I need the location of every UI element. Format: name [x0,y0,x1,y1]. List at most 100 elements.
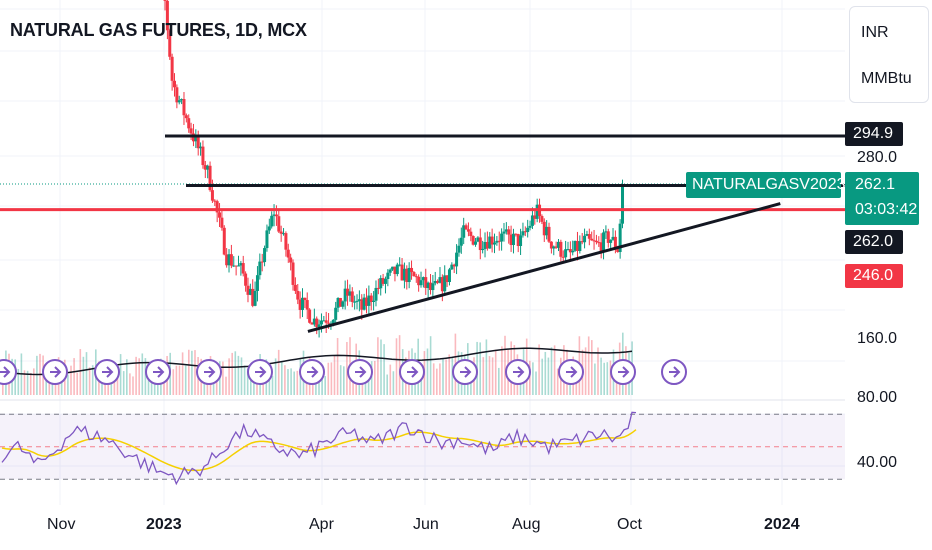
volume-bar [333,355,336,395]
volume-bar [277,349,280,395]
candle-body [474,241,478,245]
candle-body [244,273,248,286]
candle-body [232,265,236,267]
candle-body [215,201,219,213]
candle-body [338,297,342,307]
volume-bar [544,351,547,395]
candle-body [410,267,414,273]
candle-body [568,249,572,253]
candle-body [502,231,506,234]
volume-bar [436,368,438,395]
candle-body [455,252,459,267]
volume-bar [132,376,134,395]
volume-bar [284,365,286,395]
candle-body [395,264,399,275]
candle-body [530,215,534,226]
last-price-tag[interactable]: 262.1 03:03:42 [845,172,919,225]
volume-bar [191,350,193,395]
candle-body [291,262,295,285]
candle-body [609,239,613,243]
candle-body [466,229,470,232]
event-arrow-icon [460,366,472,378]
price-label-160: 160.0 [857,330,898,348]
candle-body [208,165,212,191]
volume-bar [150,374,153,395]
candle-body [199,146,203,149]
candle-body [289,257,293,263]
candle-body [270,215,274,227]
volume-bar [290,368,292,395]
candle-body [533,215,537,219]
candle-body [393,266,397,275]
candle-body [421,277,425,281]
candle-body [587,234,591,239]
candle-body [175,87,179,103]
unit-selector[interactable]: INR MMBtu [849,6,929,103]
volume-bar [141,353,144,395]
volume-bar [488,356,491,395]
event-arrow-icon [407,366,419,378]
price-tag-246[interactable]: 246.0 [845,264,903,288]
candle-body [412,272,416,277]
candle-body [578,241,582,252]
candle-body [293,284,297,291]
candle-body [196,135,200,149]
candle-body [613,236,617,249]
volume-bar [17,368,20,395]
candle-body [495,240,499,243]
event-arrow-icon [355,366,367,378]
candle-body [248,288,252,295]
candle-body [331,319,335,324]
volume-bar [147,376,150,395]
price-tag-262[interactable]: 262.0 [845,230,903,254]
candle-body [597,242,601,244]
volume-bar [389,364,392,395]
candle-body [445,275,449,283]
candle-body [433,280,437,284]
candle-body [322,320,326,322]
candle-body [594,240,598,243]
volume-bar [383,344,385,395]
volume-bar [231,352,233,395]
candle-body [227,254,231,266]
candle-body [516,234,520,247]
volume-bar [327,362,330,395]
drawing-lines[interactable] [0,134,845,333]
volume-bar [70,365,72,395]
candle-body [360,299,364,310]
candle-body [236,265,240,267]
candle-body [319,320,323,325]
candle-body [388,269,392,273]
candle-body [348,291,352,296]
candle-body [583,235,587,243]
symbol-price-label: NATURALGASV2023 [686,172,846,198]
price-tag-294[interactable]: 294.9 [845,122,903,146]
candle-body [277,216,281,232]
candle-body [507,229,511,235]
time-label-oct: Oct [617,516,642,533]
volume-bar [485,339,488,395]
candle-body [383,279,387,284]
candle-body [303,297,307,301]
volume-bar [88,367,91,395]
candle-body [324,320,328,323]
volume-bar [429,336,432,395]
volume-bar [79,349,82,395]
candle-body [573,240,577,251]
volume-bar [23,370,26,395]
candle-body [528,225,532,228]
candle-body [234,265,238,267]
volume-bar [305,373,308,395]
candle-body [443,275,447,292]
candle-body [606,231,610,243]
candle-body [222,227,226,255]
volume-bar [293,371,295,395]
event-arrow-icon [307,366,319,378]
time-label-aug: Aug [512,516,541,533]
rsi-pane [0,411,845,486]
candle-body [438,277,442,283]
volume-bar [73,358,75,395]
candle-body [452,264,456,267]
event-arrow-icon [255,366,267,378]
